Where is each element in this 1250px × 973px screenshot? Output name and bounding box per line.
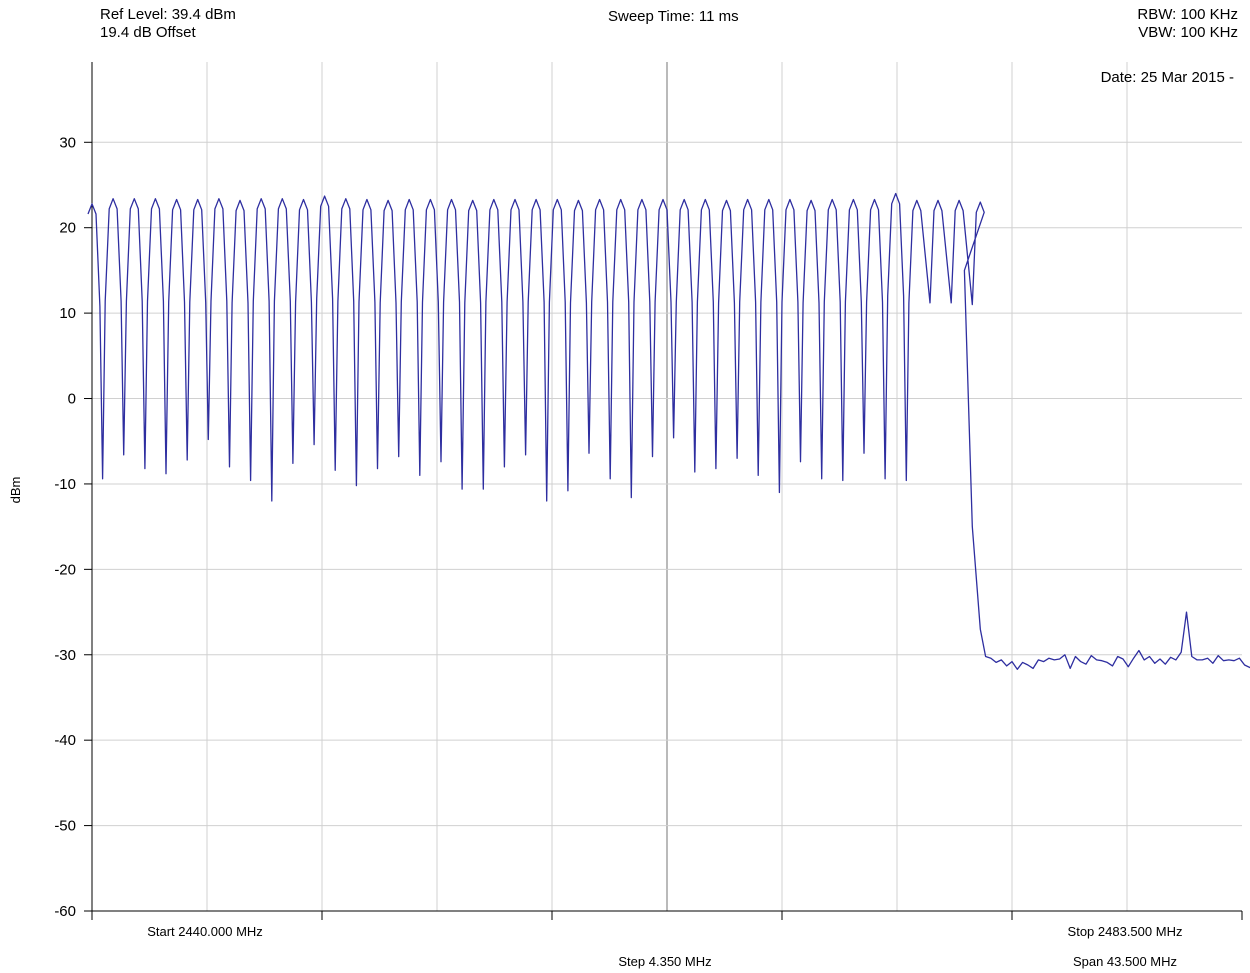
date-label: Date: 25 Mar 2015 - bbox=[1101, 69, 1234, 86]
axes: 30 20 10 0 -10 -20 -30 -40 -50 -60 bbox=[54, 62, 1243, 920]
y-tick-label: 20 bbox=[59, 220, 76, 237]
y-tick-label: 10 bbox=[59, 305, 76, 322]
step-label: Step 4.350 MHz bbox=[618, 954, 711, 969]
ref-level-label: Ref Level: 39.4 dBm bbox=[100, 6, 236, 23]
sweep-time-label: Sweep Time: 11 ms bbox=[608, 8, 739, 25]
stop-frequency-label: Stop 2483.500 MHz bbox=[1068, 924, 1183, 939]
grid bbox=[92, 62, 1242, 911]
y-tick-label: -30 bbox=[54, 647, 76, 664]
span-label: Span 43.500 MHz bbox=[1073, 954, 1177, 969]
offset-label: 19.4 dB Offset bbox=[100, 24, 196, 41]
y-axis-label: dBm bbox=[8, 477, 23, 504]
start-frequency-label: Start 2440.000 MHz bbox=[147, 924, 263, 939]
spectrum-trace bbox=[87, 192, 1250, 670]
y-tick-label: -50 bbox=[54, 818, 76, 835]
rbw-label: RBW: 100 KHz bbox=[1137, 6, 1238, 23]
vbw-label: VBW: 100 KHz bbox=[1138, 24, 1238, 41]
y-tick-label: -10 bbox=[54, 476, 76, 493]
y-tick-label: 30 bbox=[59, 134, 76, 151]
y-tick-label: 0 bbox=[68, 391, 76, 408]
ref-level-block: Ref Level: 39.4 dBm 19.4 dB Offset bbox=[100, 6, 236, 42]
y-tick-label: -20 bbox=[54, 561, 76, 578]
bandwidth-block: RBW: 100 KHz VBW: 100 KHz bbox=[1137, 6, 1238, 42]
y-tick-label: -60 bbox=[54, 903, 76, 920]
y-tick-label: -40 bbox=[54, 732, 76, 749]
